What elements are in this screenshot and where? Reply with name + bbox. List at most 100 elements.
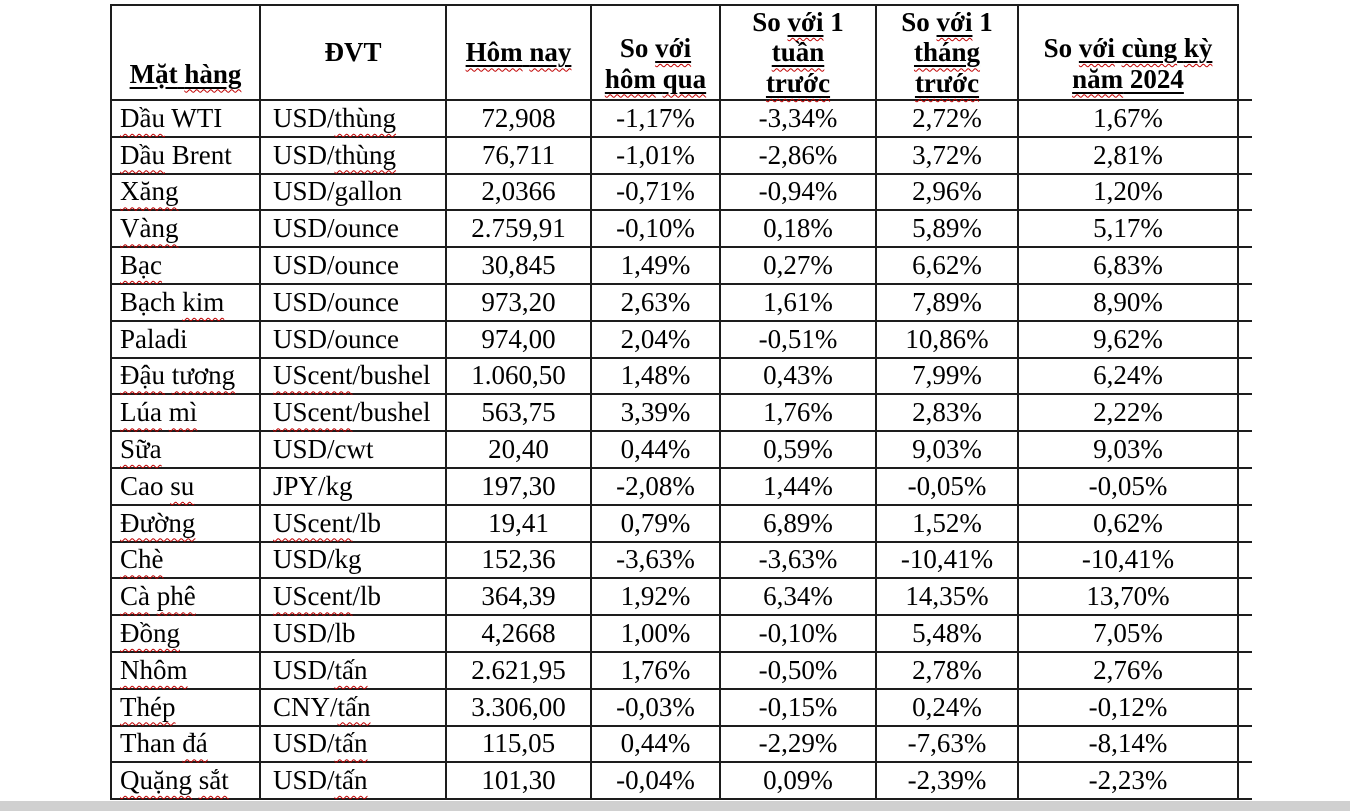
table-row: Sữa USD/cwt 20,40 0,44% 0,59% 9,03% 9,03% [110, 430, 1252, 469]
spellcheck-squiggle: Nhôm [120, 654, 188, 685]
cell-vs_month: 10,86% [875, 319, 1019, 359]
column-header-vs_yesterday: So với hôm qua [590, 4, 721, 101]
spellcheck-squiggle: Quặng [120, 765, 192, 796]
spellcheck-squiggle: Dầu [120, 102, 165, 133]
row-border-tick [1238, 431, 1252, 469]
row-border-tick [1238, 504, 1252, 543]
spellcheck-squiggle: UScent [273, 360, 353, 391]
cell-vs_2024: -0,05% [1017, 466, 1239, 506]
column-header-today: Hôm nay [445, 4, 592, 101]
spellcheck-squiggle: với [936, 6, 973, 37]
table-row: Lúa mì UScent/bushel 563,75 3,39% 1,76% 2,83%… [110, 393, 1252, 433]
spellcheck-squiggle: tấn [337, 691, 371, 722]
spellcheck-squiggle: tháng [913, 37, 981, 68]
table-row: Chè USD/kg 152,36 -3,63% -3,63% -10,41% -10,41… [110, 540, 1252, 580]
cell-vs_month: 5,89% [875, 209, 1019, 249]
cell-vs_yesterday: 0,44% [590, 724, 721, 764]
cell-unit: UScent/lb [259, 503, 447, 543]
cell-vs_month: -0,05% [875, 466, 1019, 506]
spellcheck-squiggle: Thép [120, 691, 176, 722]
cell-unit: UScent/bushel [259, 356, 447, 396]
row-border-tick [1238, 762, 1252, 801]
cell-vs_week: -0,15% [719, 687, 877, 727]
cell-today: 1.060,50 [445, 356, 592, 396]
cell-vs_2024: 5,17% [1017, 209, 1239, 249]
column-header-unit: ĐVT [259, 4, 447, 101]
cell-unit: USD/thùng [259, 99, 447, 138]
cell-vs_2024: -8,14% [1017, 724, 1239, 764]
spellcheck-squiggle: UScent [273, 581, 353, 612]
cell-vs_yesterday: 1,92% [590, 577, 721, 617]
cell-unit: UScent/lb [259, 577, 447, 617]
cell-vs_yesterday: 1,00% [590, 614, 721, 653]
cell-commodity: Nhôm [110, 650, 261, 690]
cell-today: 115,05 [445, 724, 592, 764]
cell-vs_month: -10,41% [875, 540, 1019, 580]
cell-vs_yesterday: -0,10% [590, 209, 721, 249]
underlined-text: với [788, 7, 824, 37]
cell-commodity: Dầu WTI [110, 99, 261, 138]
underlined-text [1115, 33, 1122, 63]
cell-commodity: Bạch kim [110, 282, 261, 322]
underlined-text: với [655, 33, 691, 63]
cell-vs_2024: 7,05% [1017, 614, 1239, 653]
spellcheck-squiggle: Cà [120, 581, 150, 612]
column-header-vs_2024: So với cùng kỳ năm 2024 [1017, 4, 1239, 101]
table-row: Đồng USD/lb 4,2668 1,00% -0,10% 5,48% 7,05% [110, 614, 1252, 653]
cell-today: 974,00 [445, 319, 592, 359]
table-row: Quặng sắt USD/tấn 101,30 -0,04% 0,09% -2,39% -… [110, 761, 1252, 801]
cell-unit: USD/ounce [259, 319, 447, 359]
table-row: Thép CNY/tấn 3.306,00 -0,03% -0,15% 0,24% -0,1… [110, 687, 1252, 727]
cell-vs_yesterday: 2,04% [590, 319, 721, 359]
cell-vs_yesterday: 1,49% [590, 246, 721, 285]
spellcheck-squiggle: với [787, 6, 824, 37]
cell-vs_week: -0,94% [719, 172, 877, 212]
underlined-text: trước [766, 68, 830, 98]
table-row: Paladi USD/ounce 974,00 2,04% -0,51% 10,86% 9,… [110, 319, 1252, 359]
cell-vs_month: 2,72% [875, 99, 1019, 138]
cell-today: 197,30 [445, 466, 592, 506]
cell-vs_2024: -2,23% [1017, 761, 1239, 801]
cell-commodity: Cao su [110, 466, 261, 506]
spellcheck-squiggle: Đường [120, 507, 196, 538]
cell-vs_week: 1,44% [719, 466, 877, 506]
cell-today: 20,40 [445, 430, 592, 469]
cell-vs_2024: -10,41% [1017, 540, 1239, 580]
cell-commodity: Vàng [110, 209, 261, 249]
table-row: Đậu tương UScent/bushel 1.060,50 1,48% 0,43%… [110, 356, 1252, 396]
spellcheck-squiggle: với [1078, 33, 1115, 63]
cell-today: 19,41 [445, 503, 592, 543]
spellcheck-squiggle: Vàng [120, 213, 179, 244]
cell-vs_2024: 1,20% [1017, 172, 1239, 212]
cell-unit: USD/cwt [259, 430, 447, 469]
table-row: Dầu Brent USD/thùng 76,711 -1,01% -2,86% 3,72… [110, 135, 1252, 175]
cell-commodity: Đường [110, 503, 261, 543]
cell-vs_month: 7,89% [875, 282, 1019, 322]
row-border-tick [1238, 651, 1252, 690]
cell-vs_week: 1,61% [719, 282, 877, 322]
cell-today: 563,75 [445, 393, 592, 433]
cell-commodity: Thép [110, 687, 261, 727]
underlined-text: 2024 [1123, 63, 1184, 94]
underlined-text: Hôm [466, 37, 523, 67]
cell-vs_week: 0,09% [719, 761, 877, 801]
table-row: Bạch kim USD/ounce 973,20 2,63% 1,61% 7,89% 8,… [110, 282, 1252, 322]
underlined-text: với [937, 7, 973, 37]
cell-commodity: Chè [110, 540, 261, 580]
cell-vs_2024: 9,62% [1017, 319, 1239, 359]
underlined-text: năm [1072, 64, 1123, 94]
spellcheck-squiggle: tương [171, 360, 236, 391]
cell-vs_month: 2,83% [875, 393, 1019, 433]
spellcheck-squiggle: Bạc [120, 250, 162, 281]
spellcheck-squiggle: nay [529, 37, 572, 68]
row-border-tick [1238, 615, 1252, 653]
spellcheck-squiggle: UScent [273, 397, 353, 428]
underlined-text: kỳ [1184, 33, 1213, 63]
cell-vs_yesterday: -0,03% [590, 687, 721, 727]
row-border-tick [1238, 5, 1252, 101]
cell-unit: USD/tấn [259, 761, 447, 801]
cell-commodity: Than đá [110, 724, 261, 764]
spellcheck-squiggle: su [170, 470, 195, 501]
